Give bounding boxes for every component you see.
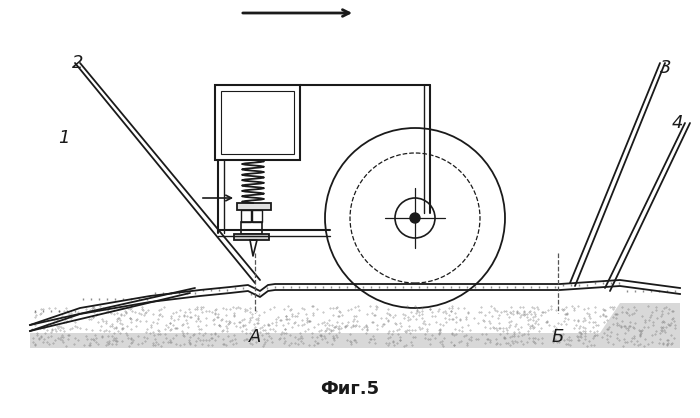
- Bar: [237, 203, 271, 210]
- Text: 1: 1: [58, 129, 69, 147]
- Bar: [221, 91, 294, 154]
- Text: Фиг.5: Фиг.5: [321, 380, 379, 398]
- Text: 2: 2: [72, 54, 83, 72]
- Bar: [241, 210, 251, 222]
- Text: А: А: [248, 328, 261, 346]
- Text: 3: 3: [660, 59, 671, 77]
- Text: 4: 4: [672, 114, 683, 132]
- Bar: [215, 85, 300, 160]
- Bar: [234, 234, 269, 240]
- Text: Б: Б: [552, 328, 564, 346]
- Polygon shape: [30, 303, 680, 348]
- Bar: [241, 222, 262, 234]
- Bar: [252, 210, 262, 222]
- Circle shape: [410, 213, 420, 223]
